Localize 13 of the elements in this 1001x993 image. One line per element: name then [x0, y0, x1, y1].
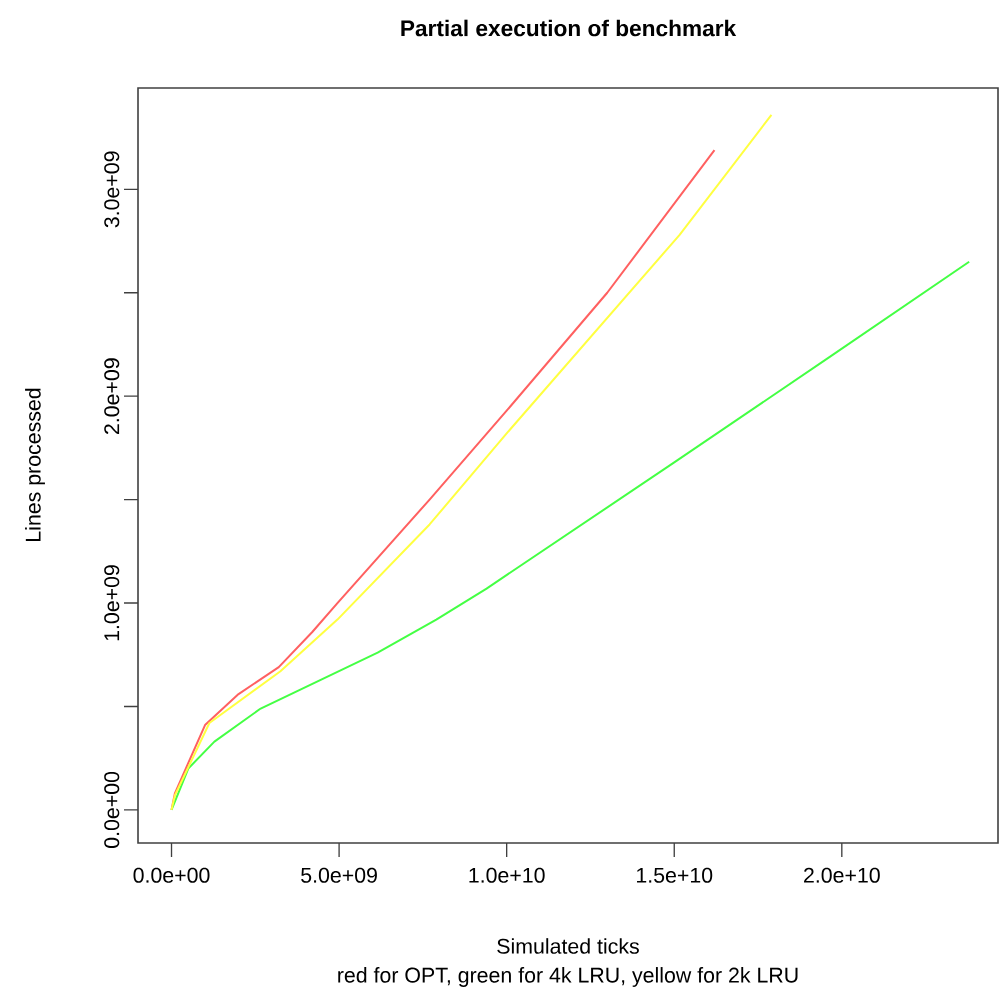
- chart-title: Partial execution of benchmark: [401, 19, 737, 37]
- x-tick-label: 2.0e+10: [804, 867, 880, 883]
- y-tick-label: 2.0e+09: [104, 358, 120, 434]
- x-axis-title: Simulated ticks: [497, 938, 639, 954]
- line-series: [170, 260, 971, 811]
- y-tick-label: 3.0e+09: [104, 151, 120, 228]
- text: red for OPT, green for 4k LRU, yellow for 2k LRU: [338, 967, 798, 987]
- x-tick-label: 5.0e+09: [301, 867, 377, 883]
- y-tick-label: 1.0e+09: [104, 565, 120, 641]
- y-axis-title: Lines processed: [25, 388, 45, 541]
- x-tick-label: 0.0e+00: [133, 867, 210, 883]
- x-tick-label: 1.5e+10: [637, 867, 713, 883]
- x-tick-label: 1.0e+10: [469, 867, 545, 883]
